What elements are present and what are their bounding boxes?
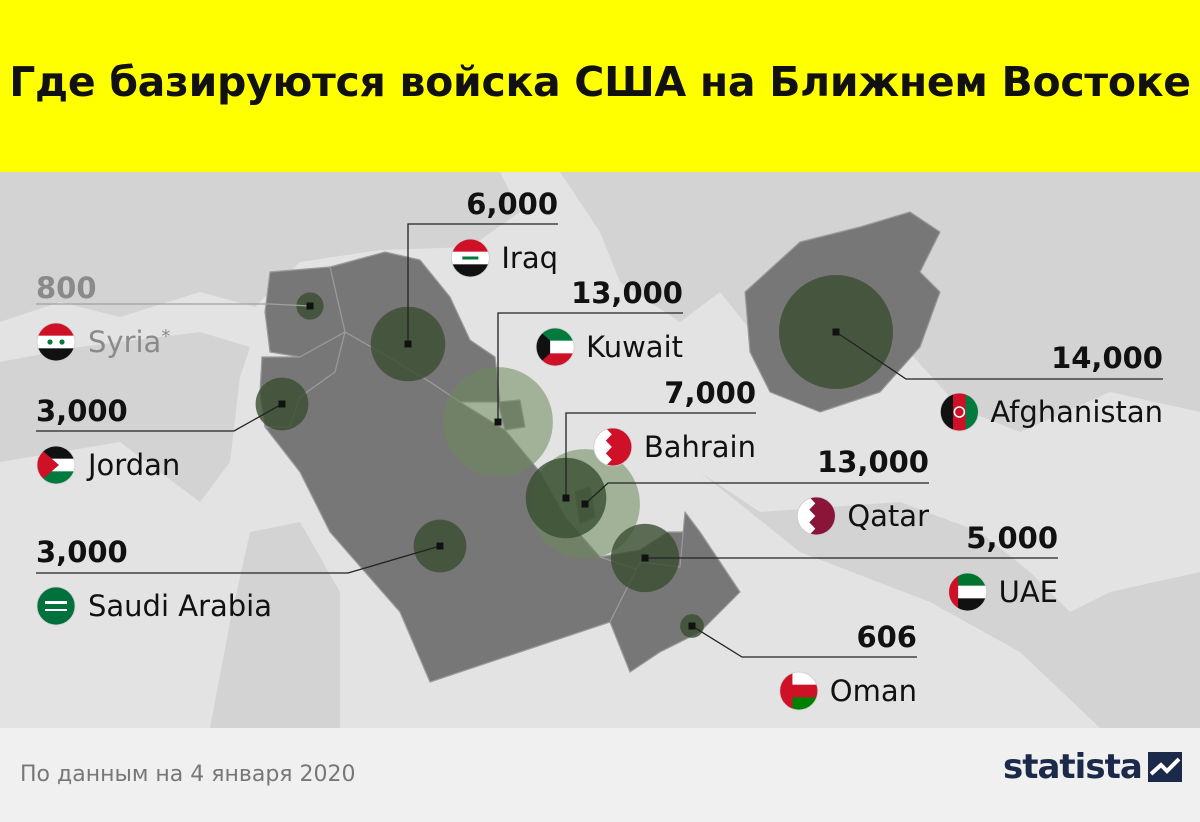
kuwait-name: Kuwait [586,330,683,364]
bahrain-value: 7,000 [664,376,756,410]
bahrain-flag-icon [593,427,633,467]
qatar-flag-icon [796,496,836,536]
title-banner: Где базируются войска США на Ближнем Вос… [0,0,1200,172]
saudi-arabia-name: Saudi Arabia [88,589,272,623]
page-title: Где базируются войска США на Ближнем Вос… [9,58,1191,106]
statista-logo-icon [1147,752,1182,782]
oman-label-group: 606 Oman [688,620,917,711]
afghanistan-flag-icon [939,392,979,432]
afghanistan-name: Afghanistan [990,395,1163,429]
qatar-name: Qatar [847,499,929,533]
afghanistan-value: 14,000 [1051,341,1163,375]
syria-marker [306,302,314,310]
statista-logo[interactable]: statista [1003,750,1182,784]
jordan-name: Jordan [86,448,180,482]
uae-label-group: 5,000 UAE [641,521,1058,612]
syria-leader-line [36,303,311,307]
bahrain-leader-line [565,412,756,498]
iraq-marker [404,340,412,348]
qatar-marker [581,500,589,508]
syria-flag-icon [36,322,76,362]
country-labels: 800 Syria* 6,000 Iraq 13,000 Kuwait 3,000 Jorda… [36,187,1163,711]
iraq-value: 6,000 [466,187,558,221]
uae-name: UAE [999,575,1058,609]
uae-value: 5,000 [966,521,1058,555]
bahrain-label-group: 7,000 Bahrain [562,376,756,502]
kuwait-value: 13,000 [571,276,683,310]
bahrain-marker [562,494,570,502]
saudi-arabia-marker [436,542,444,550]
syria-name: Syria* [88,325,170,359]
iraq-leader-line [407,223,558,344]
footer: По данным на 4 января 2020 statista [0,728,1200,822]
kuwait-marker [494,418,502,426]
iraq-flag-icon [450,238,490,278]
oman-name: Oman [830,674,917,708]
oman-marker [688,622,696,630]
jordan-value: 3,000 [36,394,128,428]
oman-flag-icon [779,671,819,711]
saudi-arabia-value: 3,000 [36,535,128,569]
kuwait-label-group: 13,000 Kuwait [494,276,683,426]
qatar-leader-line [584,482,929,505]
source-note: По данным на 4 января 2020 [20,762,356,787]
brand-name: statista [1003,747,1143,787]
uae-marker [641,554,649,562]
kuwait-leader-line [497,312,683,422]
map-area: 800 Syria* 6,000 Iraq 13,000 Kuwait 3,000 Jorda… [0,172,1200,728]
saudi-arabia-leader-line [36,545,441,574]
afghanistan-label-group: 14,000 Afghanistan [832,328,1163,432]
iraq-name: Iraq [501,241,558,275]
jordan-label-group: 3,000 Jordan [36,394,286,485]
iraq-label-group: 6,000 Iraq [404,187,558,348]
uae-flag-icon [948,572,988,612]
saudi-arabia-label-group: 3,000 Saudi Arabia [36,535,444,626]
qatar-value: 13,000 [817,445,929,479]
saudi-arabia-flag-icon [36,586,76,626]
syria-label-group: 800 Syria* [36,271,314,362]
kuwait-flag-icon [535,327,575,367]
jordan-leader-line [36,403,283,432]
oman-leader-line [691,625,917,658]
jordan-flag-icon [36,445,76,485]
oman-value: 606 [856,620,917,654]
syria-value: 800 [36,271,97,305]
bahrain-name: Bahrain [644,430,756,464]
qatar-label-group: 13,000 Qatar [581,445,929,536]
syria-footnote-mark: * [161,326,170,347]
jordan-marker [278,400,286,408]
afghanistan-leader-line [835,331,1163,380]
afghanistan-marker [832,328,840,336]
